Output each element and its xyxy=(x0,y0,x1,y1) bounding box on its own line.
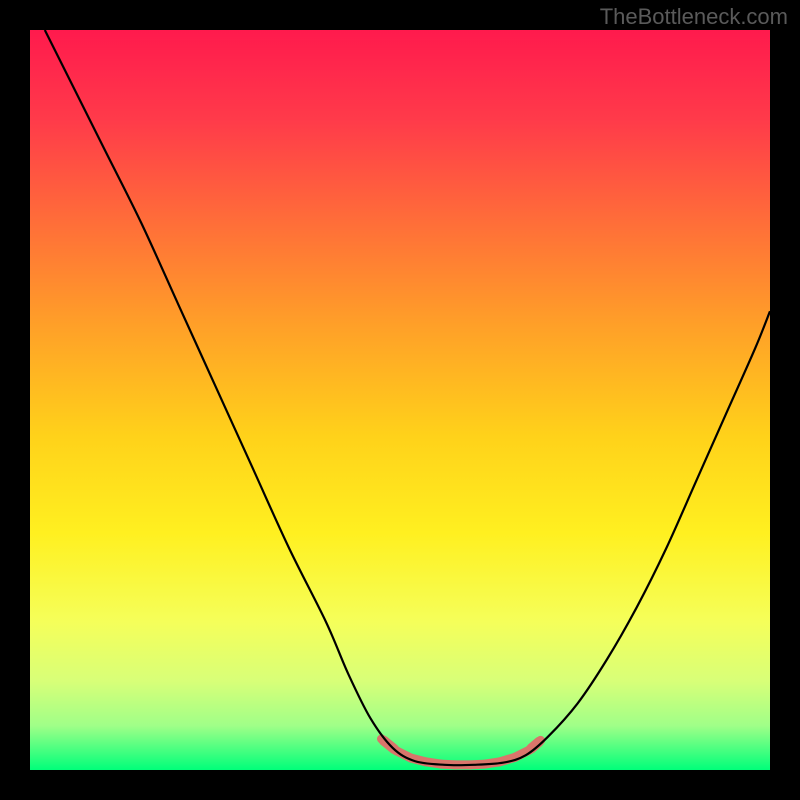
watermark-label: TheBottleneck.com xyxy=(600,4,788,30)
chart-svg xyxy=(30,30,770,770)
gradient-background xyxy=(30,30,770,770)
bottleneck-chart xyxy=(30,30,770,770)
